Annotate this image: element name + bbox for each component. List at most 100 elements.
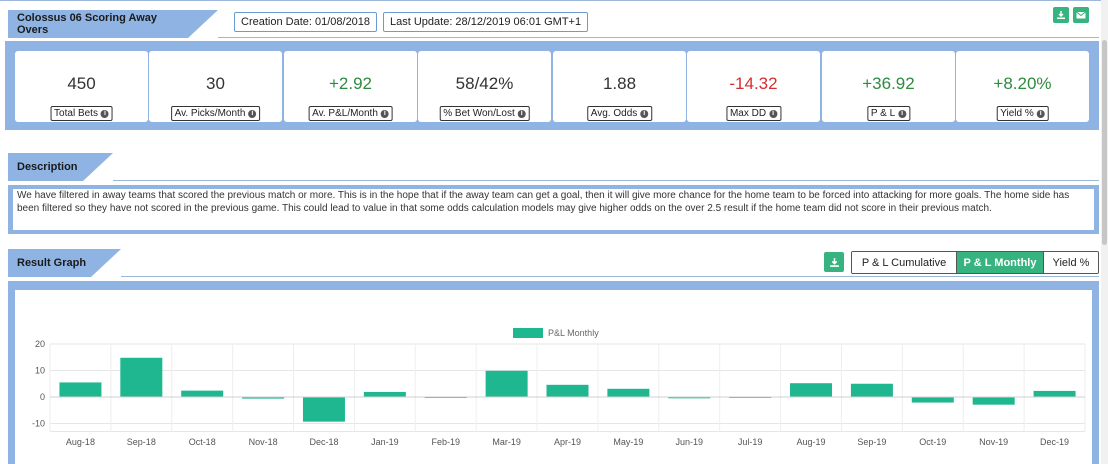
stat-label[interactable]: Total Bets i — [50, 106, 113, 121]
y-tick-label: 10 — [35, 366, 45, 376]
top-border — [0, 0, 1108, 1]
stat-label-text: Total Bets — [54, 108, 98, 119]
chart-bar — [363, 391, 406, 397]
scrollbar[interactable] — [1101, 0, 1108, 464]
x-tick-label: Aug-19 — [797, 437, 826, 447]
stat-value: 58/42% — [455, 74, 514, 93]
stat-label-text: Max DD — [729, 108, 767, 119]
download-button[interactable] — [1053, 7, 1069, 23]
last-update-text: Last Update: 28/12/2019 06:01 GMT+1 — [390, 16, 582, 28]
info-icon[interactable]: i — [380, 109, 389, 118]
page-title: Colossus 06 Scoring Away Overs — [8, 10, 218, 38]
description-title: Description — [8, 153, 113, 181]
chart-bar — [485, 370, 528, 397]
stat-label-text: % Bet Won/Lost — [443, 108, 515, 119]
chart-bar — [546, 384, 589, 397]
creation-date-text: Creation Date: 01/08/2018 — [241, 16, 371, 28]
stat-label-text: Yield % — [1000, 108, 1034, 119]
last-update-badge: Last Update: 28/12/2019 06:01 GMT+1 — [383, 12, 589, 32]
x-tick-label: Nov-19 — [979, 437, 1008, 447]
graph-title-text: Result Graph — [17, 257, 87, 269]
info-icon[interactable]: i — [769, 109, 778, 118]
x-tick-label: Dec-19 — [1040, 437, 1069, 447]
stats-panel: 450 Total Bets i 30 Av. Picks/Month i +2.92 Av.… — [5, 41, 1099, 130]
x-tick-label: Jan-19 — [371, 437, 399, 447]
info-icon[interactable]: i — [248, 109, 257, 118]
x-tick-label: Sep-18 — [127, 437, 156, 447]
description-divider — [113, 180, 1099, 181]
stat-label[interactable]: Av. P&L/Month i — [308, 106, 393, 121]
y-tick-label: 0 — [40, 392, 45, 402]
chart-bar — [1033, 390, 1076, 397]
stat-label[interactable]: Avg. Odds i — [586, 106, 653, 121]
x-tick-label: Aug-18 — [66, 437, 95, 447]
stat-label-text: Av. Picks/Month — [174, 108, 246, 119]
stat-card: +8.20% Yield % i — [956, 51, 1089, 122]
legend-swatch — [513, 328, 543, 338]
x-tick-label: Oct-18 — [189, 437, 216, 447]
scrollbar-thumb[interactable] — [1102, 40, 1107, 245]
stat-label-text: Avg. Odds — [590, 108, 638, 119]
header-divider — [218, 37, 1099, 38]
graph-mode-toggle: P & L Cumulative P & L Monthly Yield % — [851, 251, 1099, 274]
y-tick-label: 20 — [35, 339, 45, 349]
download-icon — [829, 257, 839, 267]
stat-value: -14.32 — [729, 74, 778, 93]
description-panel: We have filtered in away teams that scor… — [8, 185, 1099, 234]
stat-label[interactable]: Max DD i — [725, 106, 782, 121]
graph-download-button[interactable] — [824, 252, 844, 272]
pl-cumulative-button[interactable]: P & L Cumulative — [852, 252, 957, 273]
chart-bar — [790, 383, 833, 397]
stat-label[interactable]: % Bet Won/Lost i — [439, 106, 530, 121]
info-icon[interactable]: i — [898, 109, 907, 118]
pl-monthly-chart: 20 10 0 -10 Aug-18 Sep-18 Oct-18 Nov-18 Dec-18 Ja… — [32, 328, 1086, 447]
stat-card: 30 Av. Picks/Month i — [149, 51, 282, 122]
stat-value: 450 — [67, 74, 96, 93]
stat-value: 1.88 — [602, 74, 637, 93]
pl-monthly-button[interactable]: P & L Monthly — [957, 252, 1044, 273]
yield-button[interactable]: Yield % — [1044, 252, 1098, 273]
info-icon[interactable]: i — [640, 109, 649, 118]
stat-value: +2.92 — [328, 74, 372, 93]
x-tick-label: Mar-19 — [492, 437, 521, 447]
x-tick-label: May-19 — [613, 437, 643, 447]
x-tick-label: Apr-19 — [554, 437, 581, 447]
x-tick-label: Jun-19 — [675, 437, 703, 447]
x-tick-label: Oct-19 — [919, 437, 946, 447]
graph-divider — [121, 276, 1099, 277]
chart-bar — [302, 397, 345, 422]
creation-date-badge: Creation Date: 01/08/2018 — [234, 12, 378, 32]
info-icon[interactable]: i — [1036, 109, 1045, 118]
stat-card: 1.88 Avg. Odds i — [553, 51, 686, 122]
chart-bar — [607, 388, 650, 397]
stat-value: +8.20% — [993, 74, 1052, 93]
stat-label[interactable]: Av. Picks/Month i — [170, 106, 261, 121]
graph-title: Result Graph — [8, 249, 121, 277]
info-icon[interactable]: i — [100, 109, 109, 118]
chart-bar — [120, 357, 163, 397]
stat-card: -14.32 Max DD i — [687, 51, 820, 122]
stat-card: +2.92 Av. P&L/Month i — [284, 51, 417, 122]
stat-value: +36.92 — [862, 74, 915, 93]
chart-bar — [911, 397, 954, 403]
stat-value: 30 — [206, 74, 225, 93]
chart-bar — [850, 383, 893, 397]
stat-label[interactable]: Yield % i — [996, 106, 1049, 121]
email-button[interactable] — [1073, 7, 1089, 23]
envelope-icon — [1076, 11, 1086, 19]
x-tick-label: Dec-18 — [309, 437, 338, 447]
chart-bar — [242, 397, 285, 399]
chart-bar — [181, 390, 224, 397]
description-text: We have filtered in away teams that scor… — [13, 189, 1094, 230]
chart-bar — [972, 397, 1015, 405]
stat-label-text: Av. P&L/Month — [312, 108, 378, 119]
download-icon — [1057, 11, 1065, 19]
info-icon[interactable]: i — [517, 109, 526, 118]
graph-area: 20 10 0 -10 Aug-18 Sep-18 Oct-18 Nov-18 Dec-18 Ja… — [15, 290, 1092, 464]
legend-label: P&L Monthly — [548, 328, 599, 338]
x-tick-label: Sep-19 — [857, 437, 886, 447]
y-tick-label: -10 — [32, 419, 45, 429]
page-title-text: Colossus 06 Scoring Away Overs — [17, 12, 157, 36]
